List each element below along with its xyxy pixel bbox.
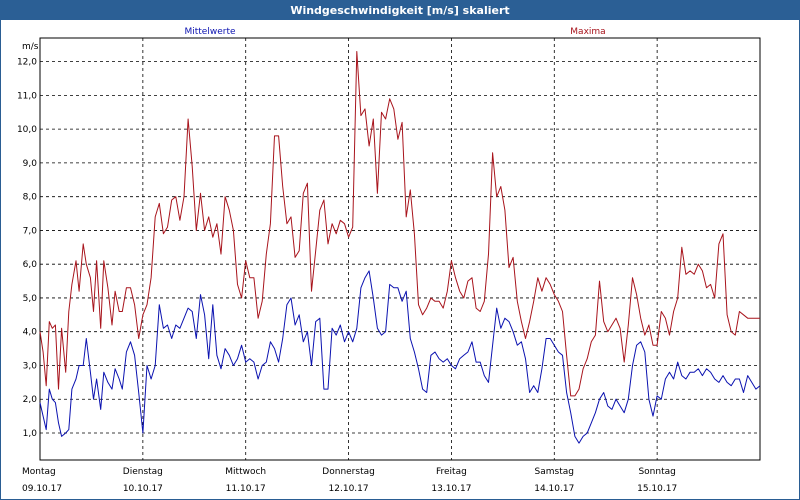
y-tick-label: 11,0 [17,91,37,101]
y-tick-label: 1,0 [23,429,38,439]
x-tick-day: Freitag [436,467,467,477]
y-tick-label: 3,0 [23,361,38,371]
x-tick-day: Mittwoch [225,467,266,477]
plot-frame [39,37,761,461]
window-title: Windgeschwindigkeit [m/s] skaliert [290,3,510,17]
y-tick-label: 12,0 [17,58,37,68]
x-tick-day: Dienstag [123,467,163,477]
wind-speed-chart: m/s 1,02,03,04,05,06,07,08,09,010,011,01… [17,27,761,494]
x-tick-day: Sonntag [638,467,675,477]
x-tick-date: 09.10.17 [22,484,62,494]
y-axis-unit: m/s [22,42,39,52]
x-tick-day: Donnerstag [322,467,375,477]
x-tick-date: 12.10.17 [329,484,369,494]
y-tick-label: 7,0 [23,226,38,236]
legend-maxima: Maxima [570,27,605,37]
window-titlebar: Windgeschwindigkeit [m/s] skaliert [0,0,800,20]
x-tick-date: 11.10.17 [226,484,266,494]
grid [40,38,760,460]
series-line-maxima [39,51,760,397]
y-tick-label: 4,0 [23,328,38,338]
x-tick-date: 13.10.17 [431,484,471,494]
x-tick-date: 14.10.17 [534,484,574,494]
x-tick-day: Samstag [535,467,574,477]
legend-mittelwerte: Mittelwerte [184,27,235,37]
y-tick-label: 8,0 [23,193,38,203]
x-tick-date: 10.10.17 [123,484,163,494]
series-line-mittelwerte [39,270,761,444]
y-axis-ticks: 1,0 2,0 3,0 4,0 5,0 6,0 7,0 8,0 9,0 10,0 11,0 12,0 [17,58,37,439]
y-tick-label: 2,0 [23,395,38,405]
y-tick-label: 5,0 [23,294,38,304]
y-tick-label: 9,0 [23,159,38,169]
x-tick-day: Montag [22,467,56,477]
x-tick-date: 15.10.17 [637,484,677,494]
y-tick-label: 10,0 [17,125,37,135]
x-axis-ticks: Montag 09.10.17 Dienstag 10.10.17 Mittwoch 11… [22,467,677,494]
y-tick-label: 6,0 [23,260,38,270]
series [39,51,761,444]
